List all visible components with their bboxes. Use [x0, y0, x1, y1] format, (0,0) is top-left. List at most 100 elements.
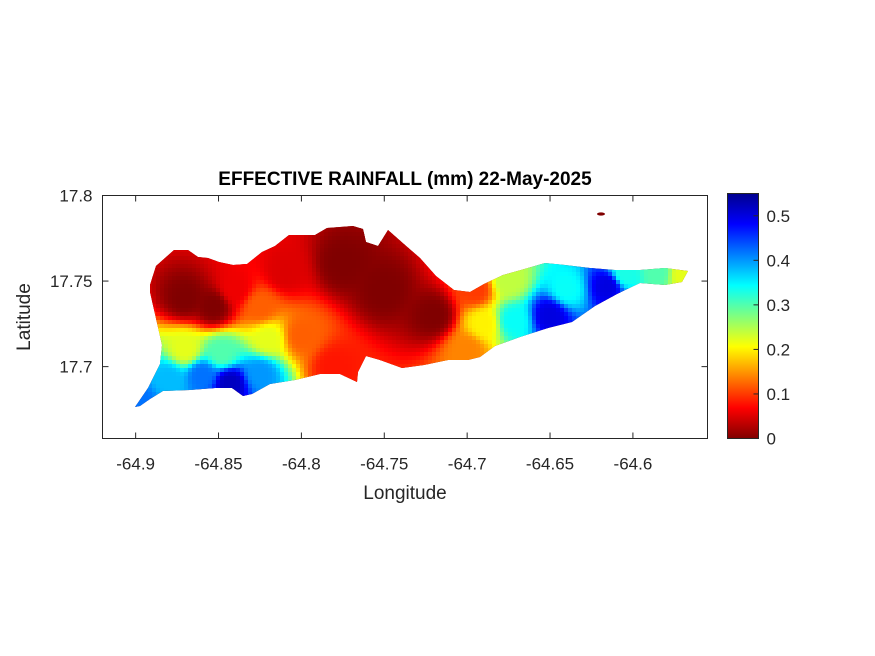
- field-cell: [232, 226, 237, 229]
- field-cell: [476, 336, 481, 341]
- field-cell: [672, 352, 677, 357]
- field-cell: [376, 296, 381, 301]
- field-cell: [180, 312, 185, 317]
- field-cell: [212, 268, 217, 273]
- field-cell: [296, 264, 301, 269]
- field-cell: [336, 364, 341, 369]
- field-cell: [560, 300, 565, 305]
- field-cell: [580, 288, 585, 293]
- field-cell: [135, 320, 137, 325]
- field-cell: [344, 232, 349, 237]
- field-cell: [152, 276, 157, 281]
- field-cell: [448, 228, 453, 233]
- field-cell: [144, 268, 149, 273]
- field-cell: [604, 280, 609, 285]
- field-cell: [312, 324, 317, 329]
- field-cell: [376, 364, 381, 369]
- field-cell: [648, 328, 653, 333]
- field-cell: [416, 252, 421, 257]
- field-cell: [428, 252, 433, 257]
- field-cell: [328, 324, 333, 329]
- field-cell: [612, 232, 617, 237]
- field-cell: [644, 284, 649, 289]
- field-cell: [196, 264, 201, 269]
- field-cell: [436, 312, 441, 317]
- field-cell: [388, 288, 393, 293]
- field-cell: [364, 256, 369, 261]
- field-cell: [292, 240, 297, 245]
- field-cell: [424, 236, 429, 241]
- field-cell: [360, 332, 365, 337]
- field-cell: [276, 256, 281, 261]
- field-cell: [136, 304, 141, 309]
- field-cell: [392, 296, 397, 301]
- field-cell: [144, 344, 149, 349]
- field-cell: [288, 312, 293, 317]
- field-cell: [684, 308, 688, 313]
- field-cell: [576, 276, 581, 281]
- field-cell: [428, 364, 433, 369]
- field-cell: [528, 344, 533, 349]
- field-cell: [408, 320, 413, 325]
- field-cell: [536, 356, 541, 361]
- field-cell: [480, 228, 485, 233]
- field-cell: [496, 308, 501, 313]
- field-cell: [264, 248, 269, 253]
- field-cell: [408, 328, 413, 333]
- field-cell: [412, 268, 417, 273]
- field-cell: [284, 356, 289, 361]
- field-cell: [228, 260, 233, 265]
- field-cell: [428, 304, 433, 309]
- field-cell: [192, 228, 197, 233]
- field-cell: [652, 232, 657, 237]
- field-cell: [196, 340, 201, 345]
- field-cell: [176, 232, 181, 237]
- field-cell: [312, 272, 317, 277]
- field-cell: [328, 240, 333, 245]
- field-cell: [312, 308, 317, 313]
- field-cell: [460, 236, 465, 241]
- field-cell: [404, 348, 409, 353]
- field-cell: [148, 256, 153, 261]
- field-cell: [256, 336, 261, 341]
- field-cell: [172, 244, 177, 249]
- field-cell: [252, 260, 257, 265]
- field-cell: [364, 360, 369, 365]
- field-cell: [180, 304, 185, 309]
- field-cell: [200, 336, 205, 341]
- field-cell: [556, 312, 561, 317]
- field-cell: [404, 226, 409, 229]
- field-cell: [416, 336, 421, 341]
- field-cell: [520, 284, 525, 289]
- field-cell: [436, 276, 441, 281]
- field-cell: [544, 324, 549, 329]
- field-cell: [264, 356, 269, 361]
- field-cell: [284, 280, 289, 285]
- field-cell: [296, 240, 301, 245]
- field-cell: [320, 300, 325, 305]
- field-cell: [468, 356, 473, 361]
- field-cell: [572, 324, 577, 329]
- field-cell: [332, 236, 337, 241]
- field-cell: [204, 316, 209, 321]
- field-cell: [484, 292, 489, 297]
- field-cell: [184, 284, 189, 289]
- field-cell: [384, 300, 389, 305]
- field-cell: [212, 276, 217, 281]
- field-cell: [180, 276, 185, 281]
- field-cell: [336, 356, 341, 361]
- field-cell: [160, 348, 165, 353]
- field-cell: [472, 304, 477, 309]
- field-cell: [616, 252, 621, 257]
- field-cell: [136, 360, 141, 365]
- plot-title: EFFECTIVE RAINFALL (mm) 22-May-2025: [218, 169, 592, 190]
- field-cell: [292, 236, 297, 241]
- field-cell: [460, 260, 465, 265]
- field-cell: [135, 236, 137, 241]
- field-cell: [296, 288, 301, 293]
- field-cell: [680, 360, 685, 365]
- field-cell: [316, 288, 321, 293]
- field-cell: [516, 288, 521, 293]
- field-cell: [560, 344, 565, 349]
- field-cell: [688, 340, 693, 345]
